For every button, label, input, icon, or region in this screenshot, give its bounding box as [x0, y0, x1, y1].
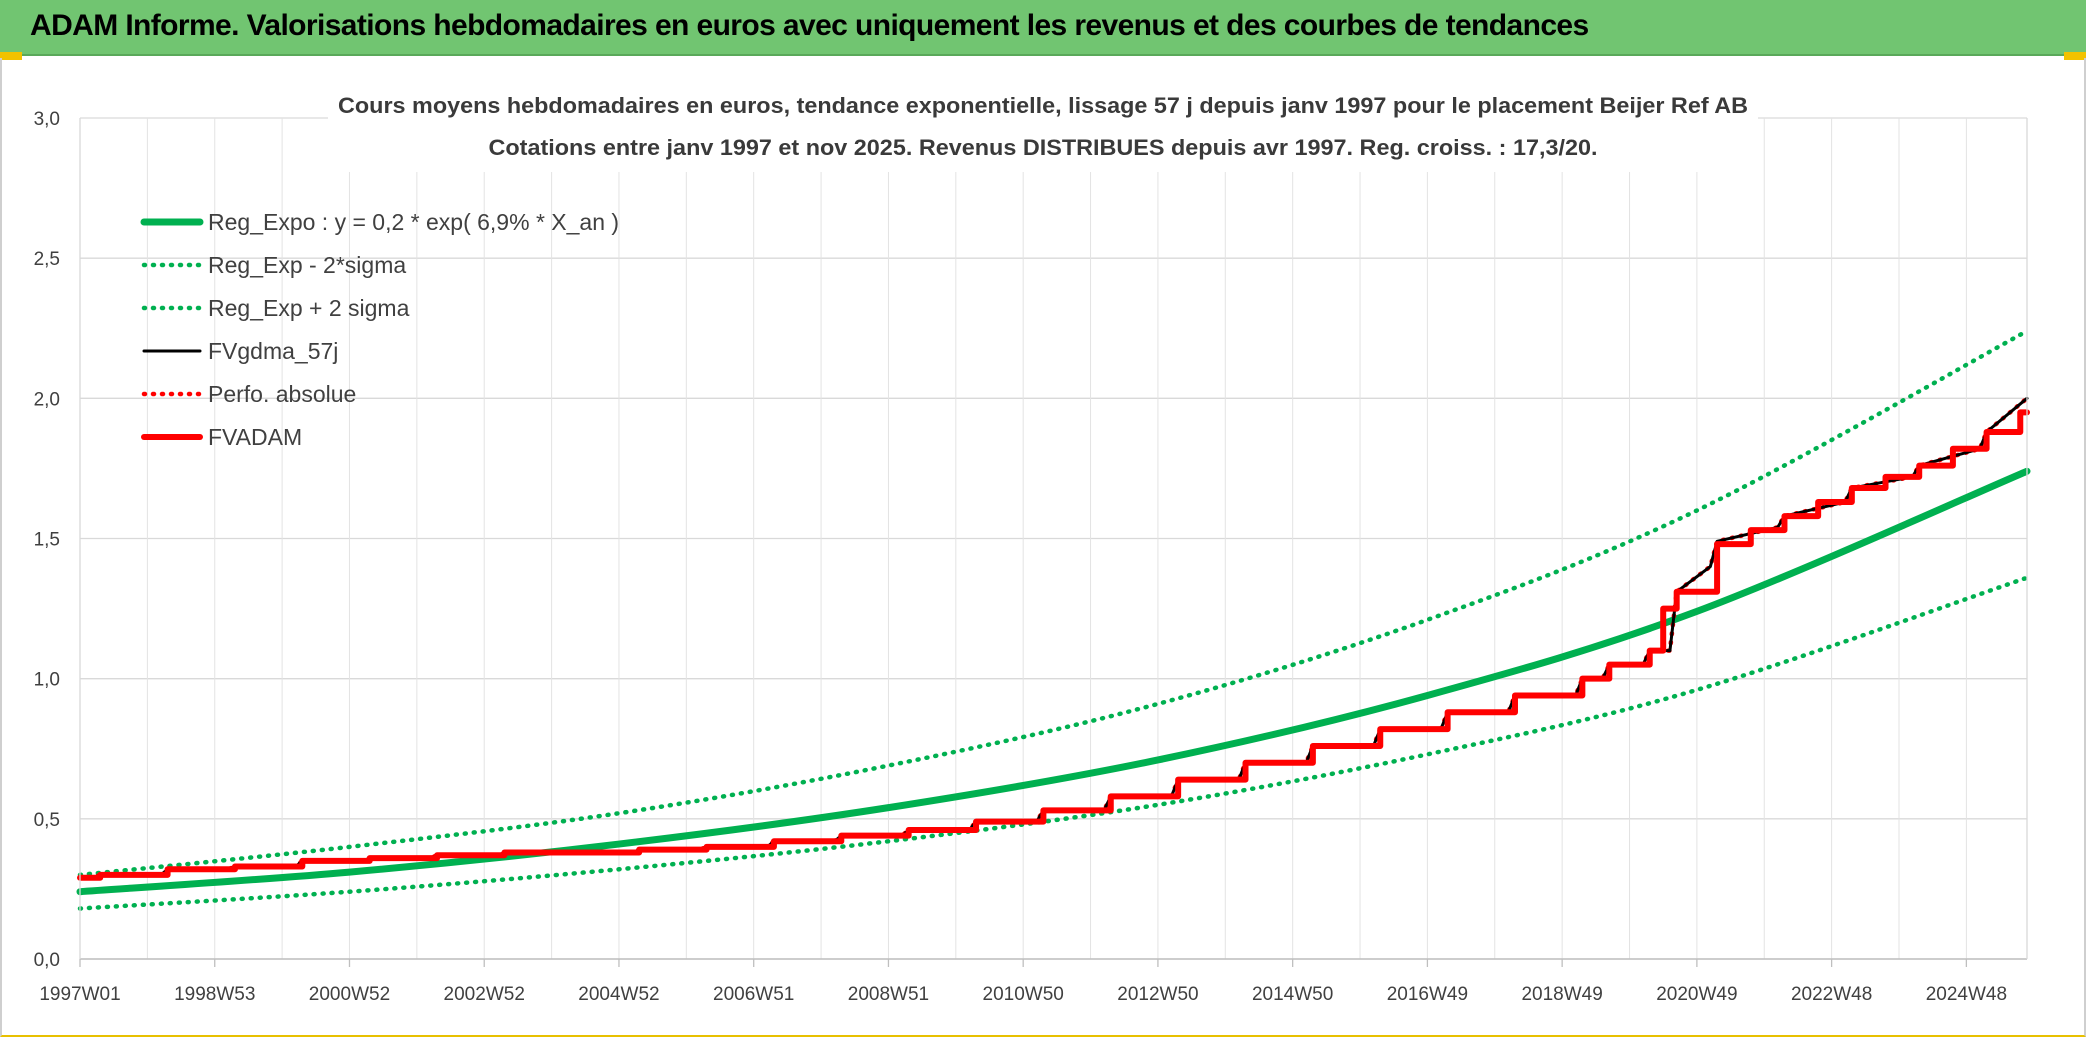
x-tick-label: 1997W01 [39, 984, 120, 1005]
chart-title-line-2: Cotations entre janv 1997 et nov 2025. R… [489, 135, 1598, 160]
chart-title-background [328, 100, 1758, 172]
report-banner: ADAM Informe. Valorisations hebdomadaire… [0, 0, 2086, 56]
grid-lines [79, 117, 2027, 960]
x-tick-label: 2006W51 [713, 984, 794, 1005]
x-tick-label: 1998W53 [174, 984, 255, 1005]
report-title: ADAM Informe. Valorisations hebdomadaire… [30, 9, 1589, 42]
x-tick-label: 2014W50 [1252, 984, 1333, 1005]
x-tick-label: 2016W49 [1387, 984, 1468, 1005]
x-tick-label: 2024W48 [1926, 984, 2007, 1005]
x-tick-label: 2004W52 [578, 984, 659, 1005]
y-tick-label: 1,0 [34, 670, 60, 691]
legend-label: FVgdma_57j [208, 338, 338, 364]
y-tick-label: 0,5 [34, 810, 60, 831]
y-tick-label: 0,0 [34, 950, 60, 971]
y-tick-label: 1,5 [34, 530, 60, 551]
y-tick-label: 2,5 [34, 249, 60, 270]
x-tick-label: 2022W48 [1791, 984, 1872, 1005]
x-tick-label: 2008W51 [848, 984, 929, 1005]
x-tick-label: 2012W50 [1117, 984, 1198, 1005]
x-tick-label: 2020W49 [1656, 984, 1737, 1005]
x-tick-label: 2010W50 [983, 984, 1064, 1005]
series-line [77, 409, 2030, 881]
x-tick-label: 2000W52 [309, 984, 390, 1005]
legend-label: Perfo. absolue [208, 381, 356, 407]
corner-accent-right [2064, 52, 2086, 60]
legend-label: Reg_Exp - 2*sigma [208, 252, 406, 278]
legend-label: Reg_Exp + 2 sigma [208, 295, 410, 321]
chart-frame [0, 58, 2086, 1037]
chart-title-line-1: Cours moyens hebdomadaires en euros, ten… [338, 93, 1748, 118]
corner-accent-left [0, 52, 22, 60]
legend-label: FVADAM [208, 424, 302, 450]
series-line [76, 467, 2031, 896]
series-lines [76, 328, 2031, 911]
y-tick-label: 3,0 [34, 109, 60, 130]
series-line [77, 328, 2030, 878]
axes: 0,0 0,5 1,0 1,5 2,0 2,5 3,0 1997W01 1998W53 2000W… [34, 109, 2028, 1005]
series-line [78, 396, 2029, 880]
x-tick-label: 2002W52 [444, 984, 525, 1005]
x-tick-label: 2018W49 [1521, 984, 1602, 1005]
legend-label: Reg_Expo : y = 0,2 * exp( 6,9% * X_an ) [208, 209, 619, 235]
legend: Reg_Expo : y = 0,2 * exp( 6,9% * X_an ) R… [140, 209, 619, 450]
y-tick-label: 2,0 [34, 389, 60, 410]
series-line [77, 396, 2030, 880]
